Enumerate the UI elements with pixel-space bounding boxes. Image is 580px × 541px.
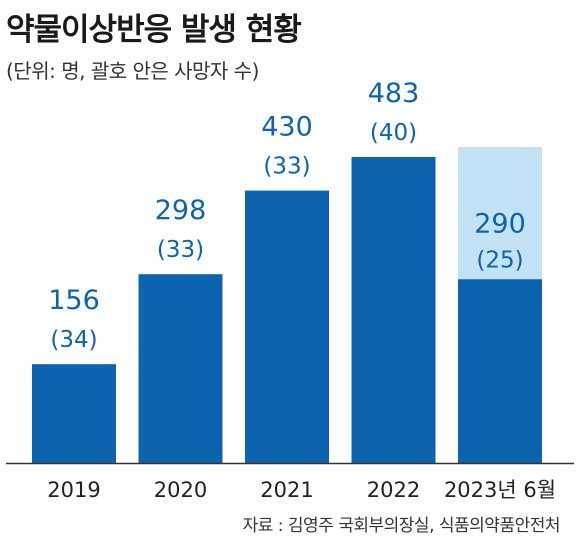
source-note: 자료 : 김영주 국회부의장실, 식품의약품안전처 xyxy=(242,516,561,536)
x-tick-label-4: 2023년 6월 xyxy=(444,478,556,502)
value-label-0: 156 xyxy=(48,285,100,316)
chart-subtitle: (단위: 명, 괄호 안은 사망자 수) xyxy=(6,59,259,83)
deaths-label-0: (34) xyxy=(50,327,97,353)
x-tick-label-2: 2021 xyxy=(260,478,313,502)
value-label-3: 483 xyxy=(368,78,420,109)
x-tick-label-0: 2019 xyxy=(47,478,100,502)
bar-2023년 6월 xyxy=(458,279,542,463)
x-tick-label-3: 2022 xyxy=(367,478,420,502)
bar-2021 xyxy=(245,190,329,463)
bar-2019 xyxy=(32,364,116,463)
value-label-4: 290 xyxy=(474,208,526,239)
bar-2022 xyxy=(351,157,436,463)
chart-title: 약물이상반응 발생 현황 xyxy=(6,12,302,48)
value-label-1: 298 xyxy=(155,195,207,226)
value-label-2: 430 xyxy=(261,112,313,143)
deaths-label-4: (25) xyxy=(476,247,523,273)
deaths-label-3: (40) xyxy=(370,120,417,146)
deaths-label-2: (33) xyxy=(263,154,310,180)
x-tick-label-1: 2020 xyxy=(154,478,207,502)
deaths-label-1: (33) xyxy=(157,237,204,263)
bar-2020 xyxy=(138,274,223,463)
